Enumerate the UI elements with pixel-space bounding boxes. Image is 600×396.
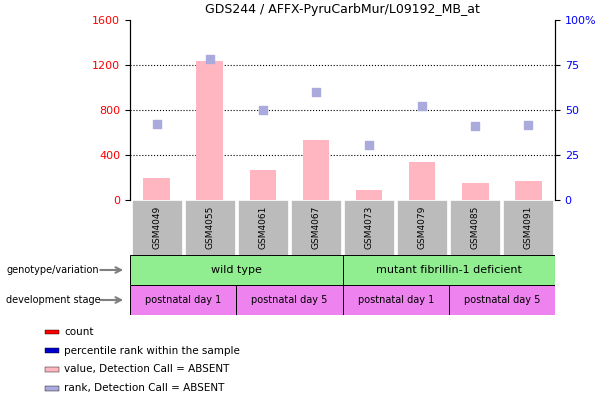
- Text: count: count: [64, 327, 94, 337]
- Bar: [238, 200, 288, 255]
- Bar: [44, 330, 59, 334]
- Bar: [302, 140, 329, 200]
- Text: GSM4061: GSM4061: [259, 206, 268, 249]
- Text: rank, Detection Call = ABSENT: rank, Detection Call = ABSENT: [64, 383, 224, 393]
- Text: percentile rank within the sample: percentile rank within the sample: [64, 346, 240, 356]
- Bar: [344, 200, 394, 255]
- Bar: [291, 200, 341, 255]
- Bar: [185, 200, 235, 255]
- Bar: [44, 386, 59, 390]
- Text: genotype/variation: genotype/variation: [7, 265, 99, 275]
- Bar: [449, 285, 555, 315]
- Bar: [44, 348, 59, 353]
- Bar: [236, 285, 343, 315]
- Text: postnatal day 5: postnatal day 5: [251, 295, 328, 305]
- Point: [524, 122, 533, 128]
- Point: [258, 107, 268, 113]
- Bar: [250, 169, 276, 200]
- Point: [152, 120, 161, 127]
- Bar: [356, 190, 382, 200]
- Bar: [409, 162, 436, 200]
- Point: [418, 102, 427, 109]
- Point: [364, 142, 374, 148]
- Bar: [130, 255, 343, 285]
- Bar: [515, 181, 542, 200]
- Bar: [397, 200, 447, 255]
- Text: postnatal day 5: postnatal day 5: [464, 295, 540, 305]
- Text: GSM4091: GSM4091: [524, 206, 533, 249]
- Bar: [130, 285, 236, 315]
- Text: GSM4067: GSM4067: [311, 206, 320, 249]
- Bar: [462, 183, 488, 200]
- Bar: [503, 200, 553, 255]
- Text: GSM4055: GSM4055: [205, 206, 214, 249]
- Text: postnatal day 1: postnatal day 1: [145, 295, 221, 305]
- Bar: [44, 367, 59, 372]
- Point: [470, 123, 480, 129]
- Bar: [131, 200, 182, 255]
- Bar: [143, 177, 170, 200]
- Bar: [196, 61, 223, 200]
- Point: [205, 56, 214, 63]
- Text: value, Detection Call = ABSENT: value, Detection Call = ABSENT: [64, 364, 230, 375]
- Text: development stage: development stage: [7, 295, 101, 305]
- Text: postnatal day 1: postnatal day 1: [358, 295, 434, 305]
- Point: [311, 89, 321, 95]
- Text: GSM4079: GSM4079: [418, 206, 427, 249]
- Bar: [343, 255, 555, 285]
- Title: GDS244 / AFFX-PyruCarbMur/L09192_MB_at: GDS244 / AFFX-PyruCarbMur/L09192_MB_at: [205, 3, 480, 16]
- Text: wild type: wild type: [211, 265, 262, 275]
- Text: GSM4073: GSM4073: [365, 206, 374, 249]
- Bar: [343, 285, 449, 315]
- Bar: [451, 200, 500, 255]
- Text: mutant fibrillin-1 deficient: mutant fibrillin-1 deficient: [376, 265, 521, 275]
- Text: GSM4049: GSM4049: [152, 206, 161, 249]
- Text: GSM4085: GSM4085: [471, 206, 480, 249]
